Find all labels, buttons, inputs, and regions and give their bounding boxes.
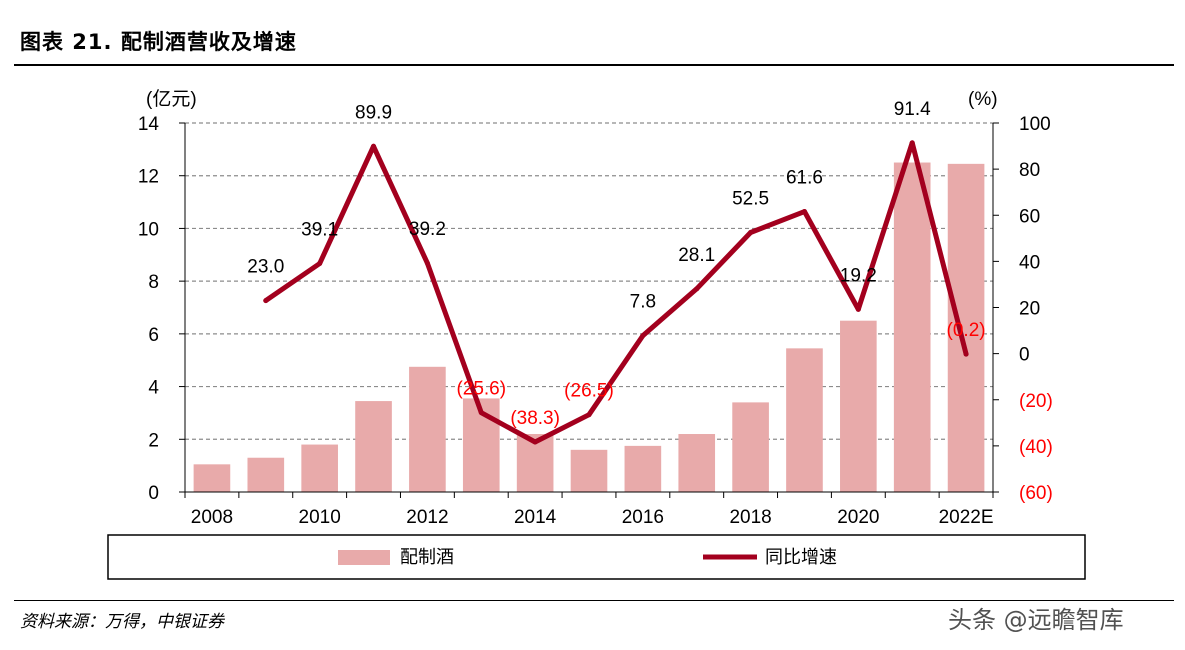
y-right-tick-label: 20 <box>1019 299 1040 320</box>
legend-swatch-bar <box>338 550 390 565</box>
growth-point-2018 <box>748 230 754 236</box>
bar-2022E <box>947 163 985 492</box>
bar-2009 <box>247 457 285 492</box>
y-left-unit-label: (亿元) <box>146 88 197 110</box>
growth-point-2015 <box>586 412 592 418</box>
growth-label-2022E: (0.2) <box>947 320 986 341</box>
y-right-tick-label: 40 <box>1019 252 1040 273</box>
growth-point-2014 <box>532 439 538 445</box>
growth-point-2020 <box>855 306 861 312</box>
y-right-tick-label: (20) <box>1019 391 1053 412</box>
growth-point-2013 <box>478 410 484 416</box>
bar-2018 <box>732 402 769 492</box>
bar-2020 <box>840 320 877 492</box>
y-left-tick-label: 14 <box>138 114 160 135</box>
bar-2021 <box>893 162 931 493</box>
bar-2012 <box>409 366 446 492</box>
title-rule <box>14 64 1174 66</box>
y-right-tick-label: 80 <box>1019 160 1040 181</box>
growth-label-2012: 39.2 <box>409 219 446 240</box>
y-right-tick-label: (40) <box>1019 437 1053 458</box>
x-tick-label: 2022E <box>939 507 994 528</box>
growth-label-2014: (38.3) <box>510 408 560 429</box>
source-rule <box>14 600 1174 601</box>
growth-label-2015: (26.5) <box>564 381 614 402</box>
growth-point-2016 <box>640 333 646 339</box>
x-tick-label: 2010 <box>299 507 341 528</box>
x-tick-label: 2012 <box>406 507 448 528</box>
axes: 0 2 4 6 8 10 12 14 (60) (40) (20) 0 20 40 60 80 100 2008 2… <box>138 114 1053 528</box>
growth-point-2011 <box>371 143 377 149</box>
y-left-tick-label: 6 <box>148 325 159 346</box>
y-left-tick-label: 12 <box>138 167 159 188</box>
x-tick-label: 2008 <box>191 507 233 528</box>
bar-2015 <box>570 449 608 492</box>
watermark: 头条 @远瞻智库 <box>948 606 1124 634</box>
growth-line <box>263 140 969 445</box>
growth-label-2011: 89.9 <box>355 102 392 123</box>
growth-label-2020: 19.2 <box>840 265 877 286</box>
growth-label-2013: (25.6) <box>456 379 506 400</box>
y-right-tick-label: 0 <box>1019 345 1030 366</box>
line-series <box>263 140 969 445</box>
growth-point-2010 <box>317 260 323 266</box>
figure-title: 图表 21. 配制酒营收及增速 <box>20 30 297 54</box>
y-left-tick-label: 2 <box>148 430 159 451</box>
y-left-tick-label: 8 <box>148 272 159 293</box>
y-right-tick-label: (60) <box>1019 483 1053 504</box>
y-right-tick-label: 100 <box>1019 114 1051 135</box>
legend: 配制酒 同比增速 <box>107 534 1086 580</box>
growth-point-2021 <box>909 140 915 146</box>
legend-label-bar: 配制酒 <box>400 547 454 568</box>
growth-label-2017: 28.1 <box>678 245 715 266</box>
growth-point-2019 <box>801 209 807 215</box>
y-right-tick-label: 60 <box>1019 206 1040 227</box>
growth-label-2018: 52.5 <box>732 189 769 210</box>
bar-2010 <box>301 444 338 492</box>
y-right-unit-label: (%) <box>968 89 998 110</box>
y-left-tick-label: 10 <box>138 219 159 240</box>
y-left-tick-label: 0 <box>148 483 159 504</box>
bar-series <box>193 162 985 493</box>
growth-point-2012 <box>424 260 430 266</box>
bar-2019 <box>786 348 823 492</box>
x-tick-label: 2014 <box>514 507 557 528</box>
bar-2008 <box>193 464 231 492</box>
growth-label-2010: 39.1 <box>301 219 338 240</box>
bar-2011 <box>355 401 392 492</box>
legend-box <box>107 534 1086 580</box>
growth-label-2016: 7.8 <box>630 292 656 313</box>
growth-label-2019: 61.6 <box>786 168 823 189</box>
growth-label-2021: 91.4 <box>894 99 931 120</box>
chart: 0 2 4 6 8 10 12 14 (60) (40) (20) 0 20 40 60 80 100 2008 2… <box>107 88 1086 580</box>
x-tick-label: 2020 <box>837 507 879 528</box>
growth-label-2009: 23.0 <box>247 257 284 278</box>
source-note: 资料来源：万得，中银证券 <box>20 612 224 632</box>
bar-2016 <box>624 445 662 492</box>
bar-2017 <box>678 434 716 492</box>
data-labels: 23.0 39.1 89.9 39.2 (25.6)(38.3)(26.5) 7.8 28.… <box>247 99 985 429</box>
growth-point-2022E <box>963 351 969 357</box>
growth-point-2017 <box>694 286 700 292</box>
growth-point-2009 <box>263 298 269 304</box>
y-left-tick-label: 4 <box>148 378 159 399</box>
x-tick-label: 2016 <box>622 507 664 528</box>
x-tick-label: 2018 <box>729 507 771 528</box>
legend-label-line: 同比增速 <box>765 547 837 568</box>
